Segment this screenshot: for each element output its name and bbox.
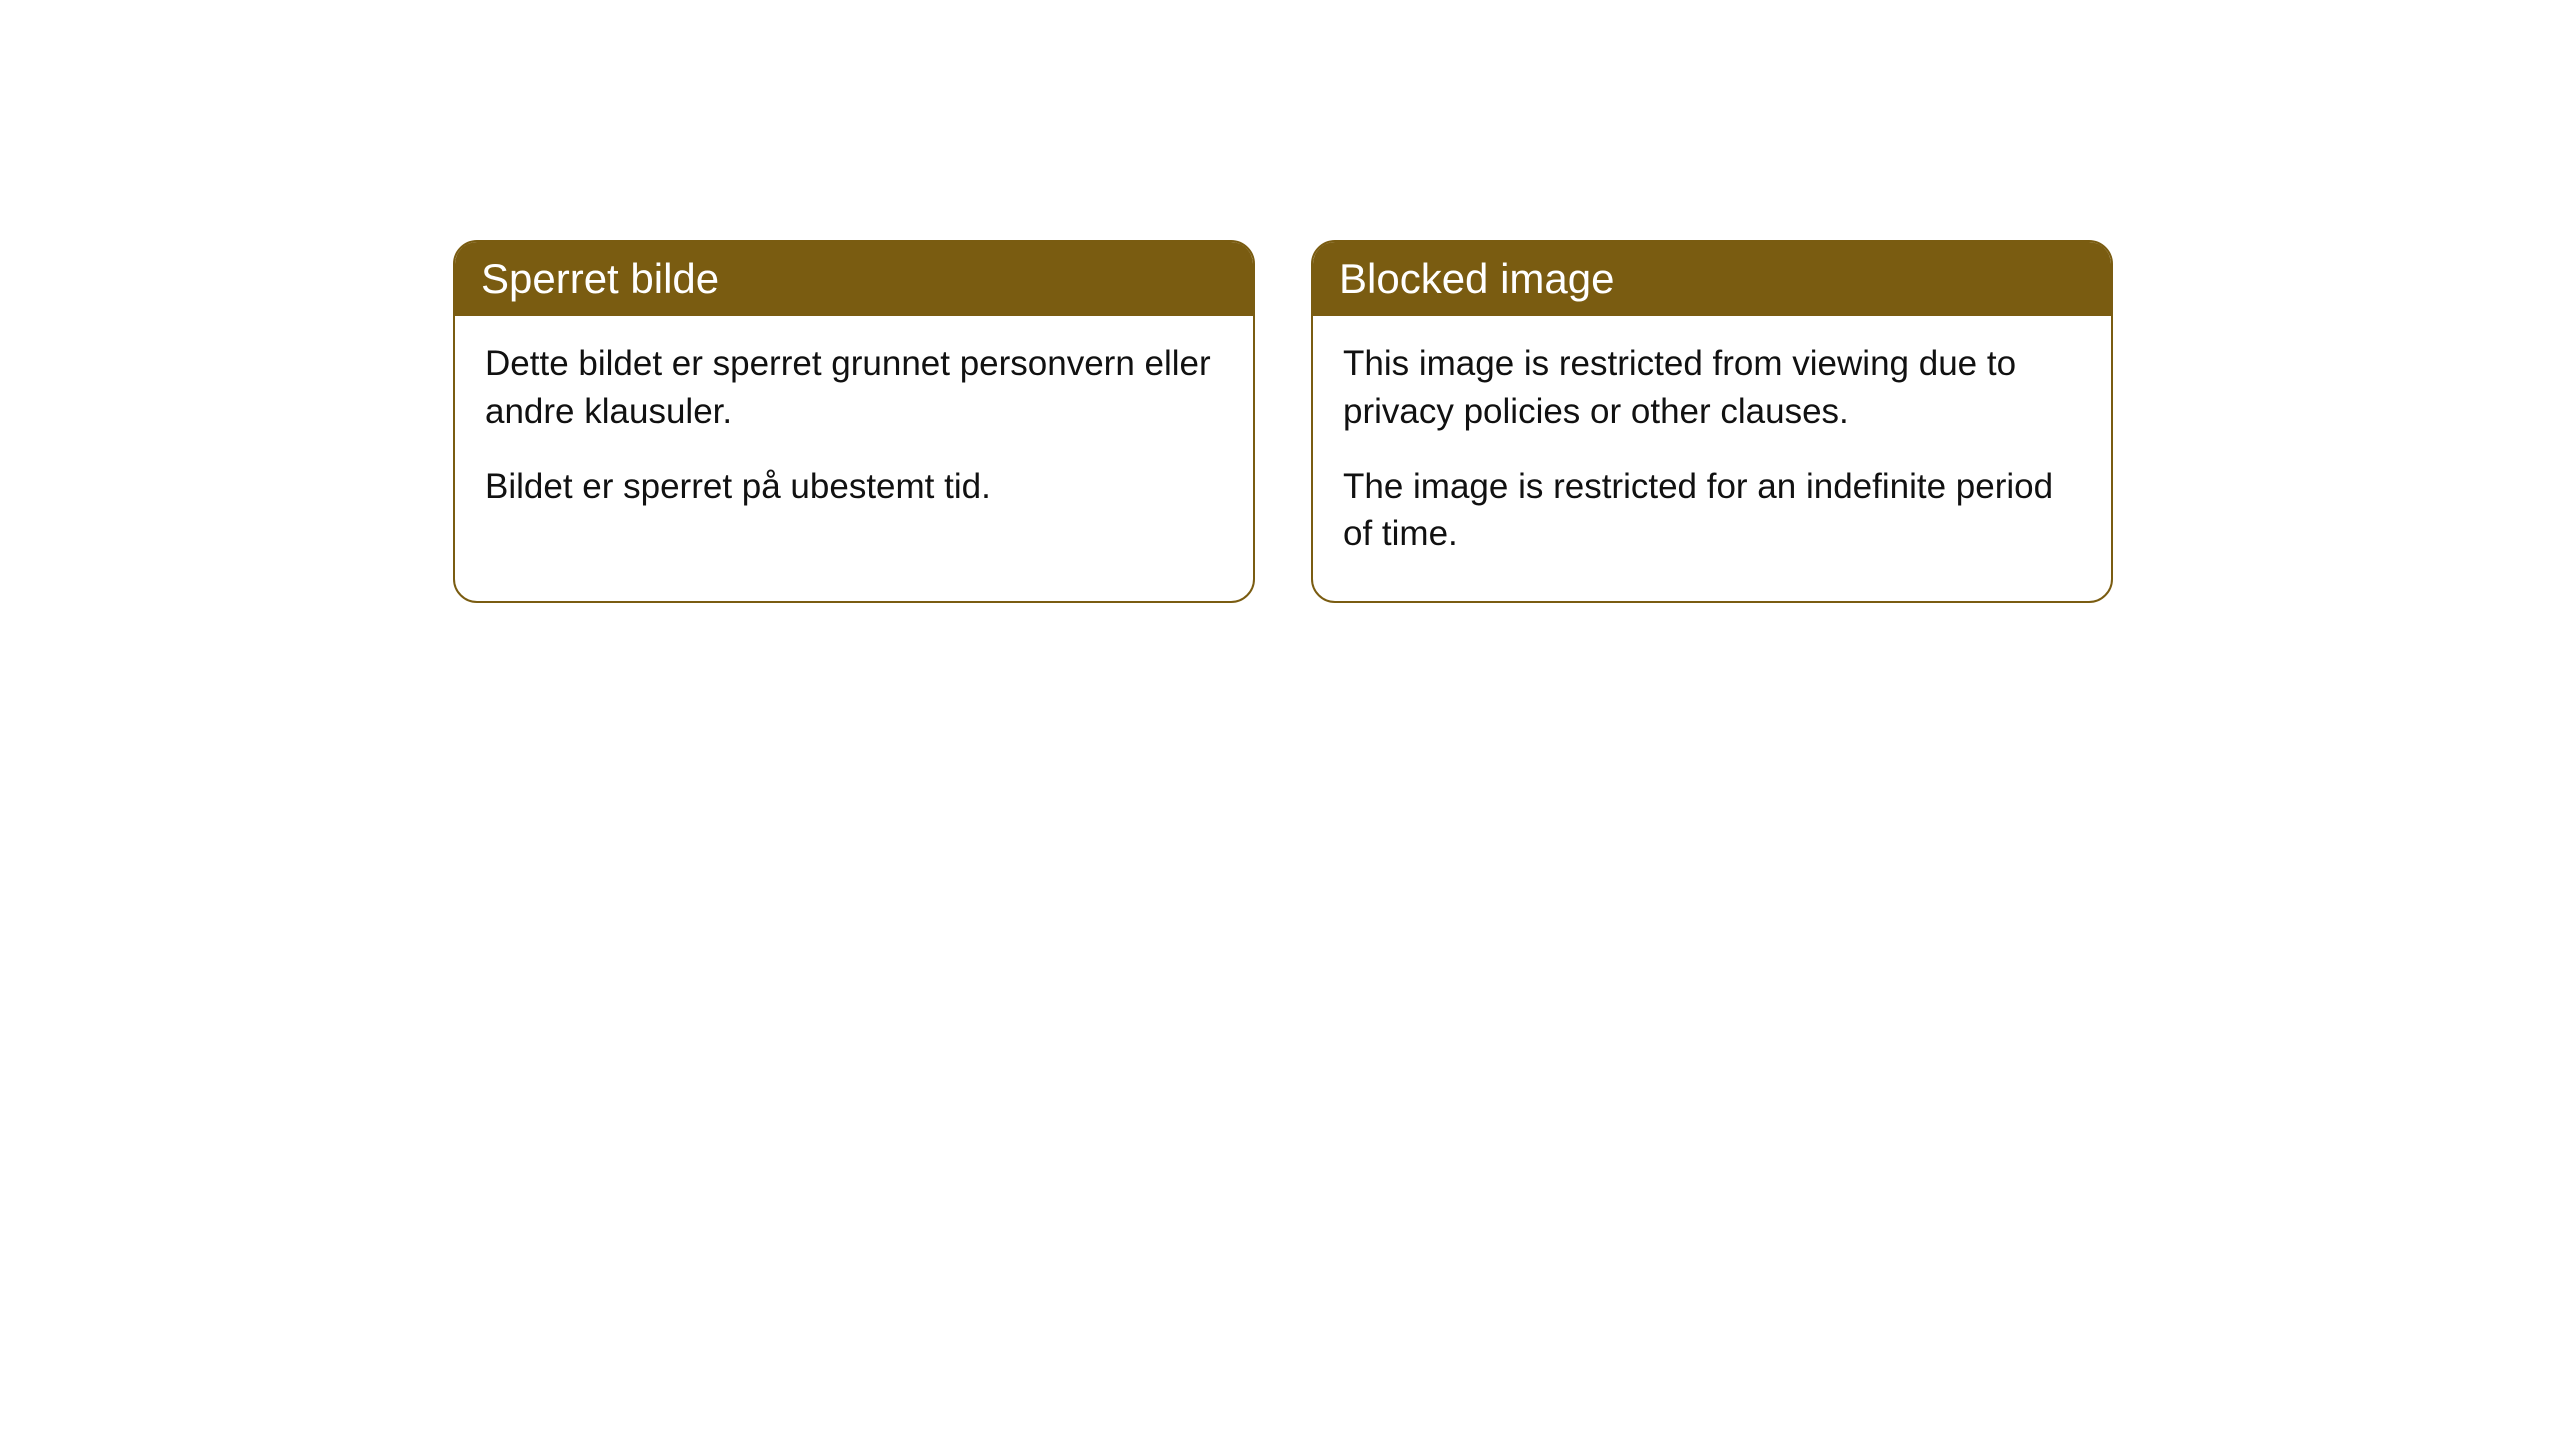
card-norwegian: Sperret bilde Dette bildet er sperret gr…: [453, 240, 1255, 603]
card-english: Blocked image This image is restricted f…: [1311, 240, 2113, 603]
cards-container: Sperret bilde Dette bildet er sperret gr…: [453, 240, 2560, 603]
card-title: Blocked image: [1339, 255, 1614, 302]
card-title: Sperret bilde: [481, 255, 719, 302]
card-body: This image is restricted from viewing du…: [1313, 316, 2111, 601]
card-header: Sperret bilde: [455, 242, 1253, 316]
card-paragraph: Bildet er sperret på ubestemt tid.: [485, 463, 1223, 510]
card-paragraph: The image is restricted for an indefinit…: [1343, 463, 2081, 558]
card-body: Dette bildet er sperret grunnet personve…: [455, 316, 1253, 554]
card-paragraph: This image is restricted from viewing du…: [1343, 340, 2081, 435]
card-paragraph: Dette bildet er sperret grunnet personve…: [485, 340, 1223, 435]
card-header: Blocked image: [1313, 242, 2111, 316]
